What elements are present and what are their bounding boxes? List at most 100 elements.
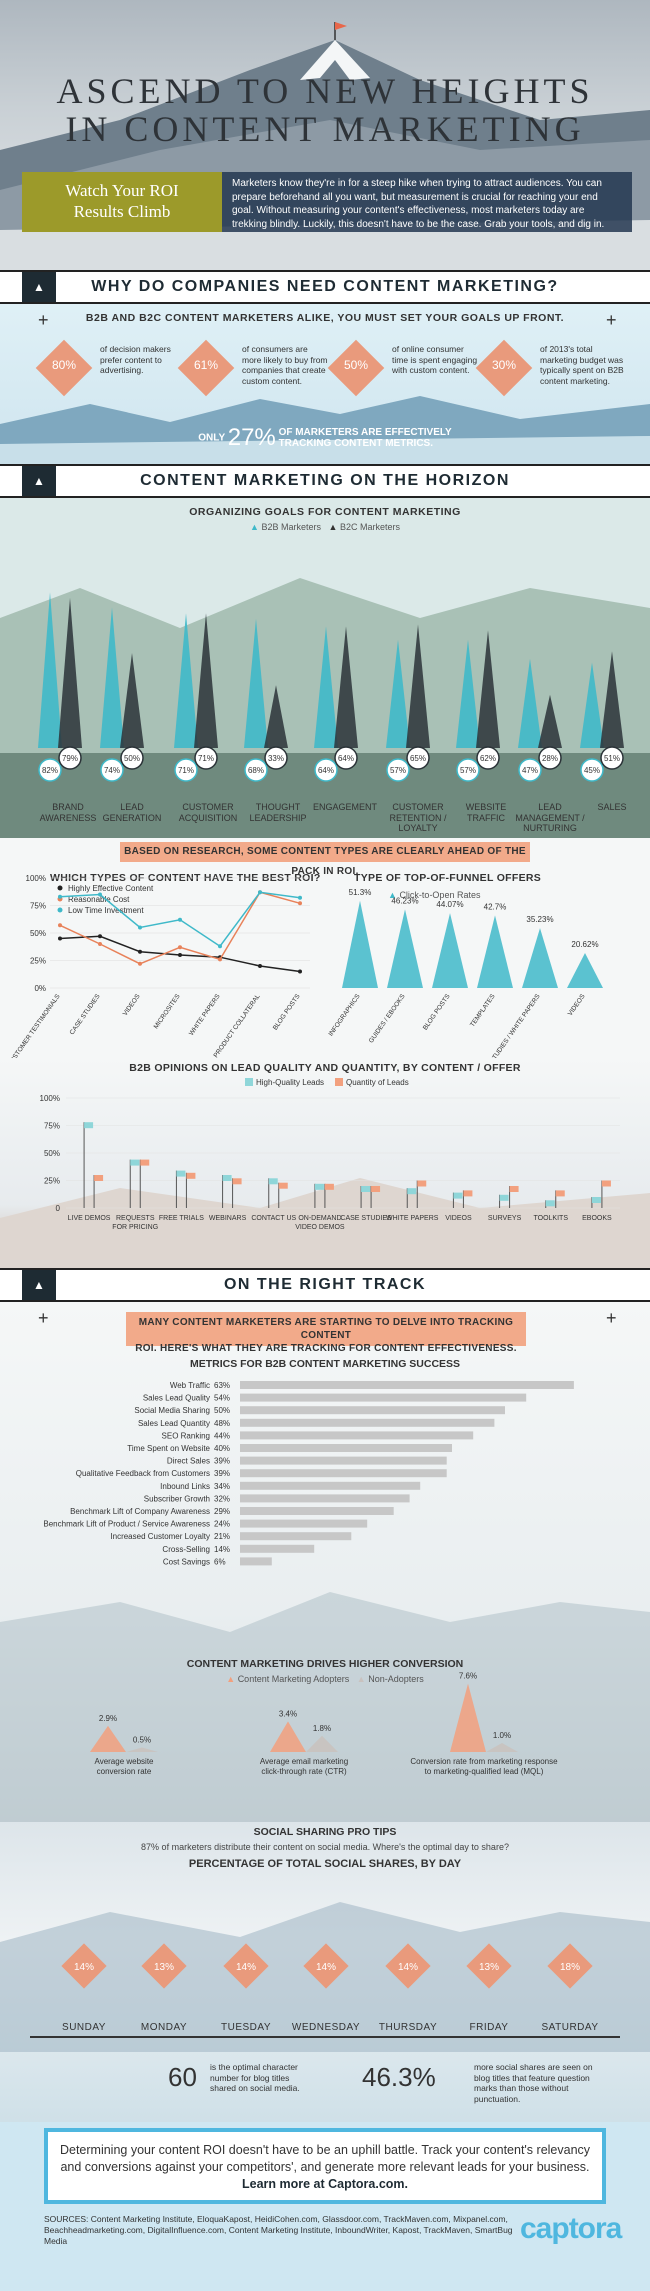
conversion-label: Average email marketing	[260, 1757, 348, 1766]
b2b-value-label: 57%	[460, 766, 476, 775]
quantity-flag	[94, 1175, 104, 1181]
legend-label: Quantity of Leads	[346, 1078, 409, 1087]
day-label: WEDNESDAY	[291, 2022, 361, 2033]
quantity-flag	[186, 1172, 196, 1179]
metric-bar	[240, 1381, 574, 1389]
quality-flag	[361, 1186, 371, 1192]
legend-label: Reasonable Cost	[68, 895, 130, 904]
roi-content-section: BASED ON RESEARCH, SOME CONTENT TYPES AR…	[0, 838, 650, 1058]
stat-item: 80% of decision makers prefer content to…	[35, 339, 188, 400]
b2b-value-badge	[456, 758, 480, 782]
b2b-value-label: 74%	[104, 766, 120, 775]
roi-heading-box: Watch Your ROI Results Climb	[22, 172, 222, 232]
b2c-value-badge	[58, 746, 82, 770]
b2b-tree	[174, 613, 198, 748]
quantity-flag	[278, 1182, 288, 1189]
stat-item: 61% of consumers are more likely to buy …	[177, 339, 330, 400]
metric-label: Benchmark Lift of Company Awareness	[70, 1507, 210, 1516]
x-tick-label: MICROSITES	[153, 993, 182, 1031]
x-tick-label: GUIDES / EBOOKS	[368, 993, 407, 1045]
b2c-tree	[476, 630, 500, 748]
y-tick-label: 75%	[30, 902, 46, 911]
legend-marker	[245, 1078, 253, 1086]
quality-flag	[453, 1192, 463, 1199]
x-tick-label: CASE STUDIES	[69, 993, 102, 1037]
b2c-value-label: 65%	[410, 754, 426, 763]
metric-label: Time Spent on Website	[127, 1444, 210, 1453]
plus-icon: +	[606, 1308, 617, 1328]
funnel-bar	[477, 915, 513, 988]
funnel-bar	[342, 900, 378, 988]
x-tick-label: EBOOKS	[582, 1215, 612, 1222]
social-days-chart: 14% 13% 14% 14% 14% 13% 18%	[0, 1902, 650, 2052]
metric-bar	[240, 1507, 394, 1515]
non-adopter-peak	[126, 1747, 158, 1752]
captora-link[interactable]: Learn more at Captora.com.	[241, 2177, 408, 2191]
data-point	[298, 901, 302, 906]
metric-label: Inbound Links	[160, 1482, 210, 1491]
data-point	[58, 936, 62, 941]
quality-flag	[314, 1183, 324, 1190]
metric-bar	[240, 1456, 447, 1465]
y-tick-label: 0	[56, 1204, 61, 1213]
x-tick-label: CUSTOMER TESTIMONIALS	[6, 993, 62, 1058]
b2b-tree	[314, 626, 338, 748]
day-label: SUNDAY	[62, 2022, 106, 2033]
cta-text: Determining your content ROI doesn't hav…	[59, 2143, 591, 2174]
y-tick-label: 50%	[44, 1149, 60, 1158]
metric-label: Benchmark Lift of Product / Service Awar…	[43, 1520, 210, 1529]
tip-text: more social shares are seen on blog titl…	[474, 2062, 593, 2104]
b2b-value-badge	[244, 758, 268, 782]
metrics-bar-chart: Web Traffic 63% Sales Lead Quality 54% Socia…	[0, 1381, 650, 1822]
quantity-flag	[140, 1159, 150, 1166]
data-point	[178, 945, 182, 950]
captora-logo: captora	[520, 2212, 622, 2245]
x-tick-label: PRODUCT COLLATERAL	[213, 993, 262, 1058]
day-value: 13%	[154, 1962, 174, 1973]
adopter-peak	[90, 1725, 126, 1752]
data-point	[138, 925, 142, 930]
x-tick-label: FOR PRICING	[112, 1224, 158, 1231]
quantity-flag	[601, 1180, 611, 1187]
b2c-value-badge	[264, 746, 288, 770]
adopter-value: 2.9%	[99, 1714, 117, 1723]
metric-value: 34%	[214, 1482, 230, 1491]
metric-value: 48%	[214, 1419, 230, 1428]
b2c-value-label: 64%	[338, 754, 354, 763]
b2b-value-label: 82%	[42, 766, 58, 775]
b2b-tree	[386, 639, 410, 748]
conversion-label: conversion rate	[97, 1767, 152, 1776]
quantity-flag	[509, 1186, 519, 1192]
metric-value: 40%	[214, 1444, 230, 1453]
adopter-value: 3.4%	[279, 1709, 297, 1718]
metric-value: 29%	[214, 1507, 230, 1516]
metric-bar	[240, 1557, 272, 1566]
section-title: CONTENT MARKETING ON THE HORIZON	[140, 472, 510, 489]
b2b-value-badge	[518, 758, 542, 782]
funnel-bar	[522, 928, 558, 988]
legend-label: High-Quality Leads	[256, 1078, 324, 1087]
quality-flag	[499, 1194, 509, 1201]
social-sharing-section: 14% 13% 14% 14% 14% 13% 18% SOCIAL SHARING PRO…	[0, 1822, 650, 2122]
triangle-icon: ▲	[22, 1270, 56, 1300]
data-point	[258, 890, 262, 895]
sources-text: SOURCES: Content Marketing Institute, El…	[44, 2214, 513, 2246]
chart-legend: ▲ Click-to-Open Rates	[388, 890, 481, 900]
x-tick-label: WHITE PAPERS	[386, 1215, 439, 1222]
category-label: THOUGHT LEADERSHIP	[249, 802, 307, 823]
chart-title: METRICS FOR B2B CONTENT MARKETING SUCCES…	[189, 1358, 461, 1370]
data-point	[298, 969, 302, 974]
metric-bar	[240, 1418, 495, 1427]
metric-value: 54%	[214, 1394, 230, 1403]
b2b-value-label: 68%	[248, 766, 264, 775]
quality-flag	[130, 1159, 140, 1166]
day-label: FRIDAY	[469, 2022, 509, 2033]
snow-ridge-illustration	[0, 396, 650, 464]
intro-text: Marketers know they're in for a steep hi…	[222, 172, 632, 232]
metric-bar	[240, 1519, 368, 1528]
b2b-value-badge	[386, 758, 410, 782]
data-point	[98, 892, 102, 897]
data-point	[218, 944, 222, 949]
metric-value: 50%	[214, 1406, 230, 1415]
b2c-value-badge	[120, 746, 144, 770]
